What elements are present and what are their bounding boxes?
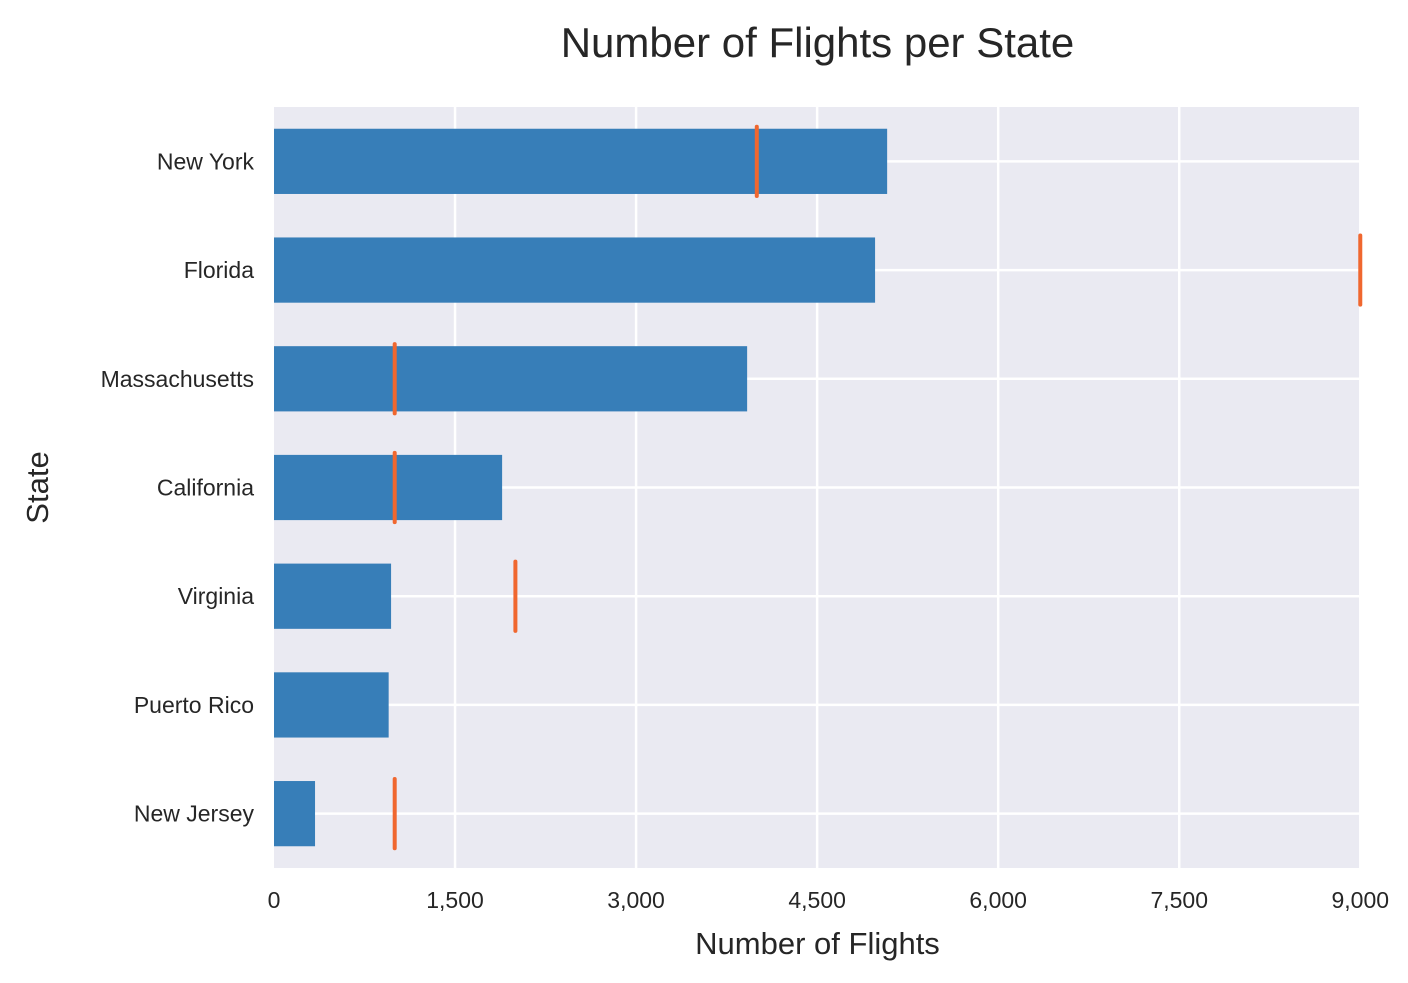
y-tick-label: Massachusetts [101,366,254,392]
target-markers [392,124,1363,851]
x-tick-label: 3,000 [607,887,665,913]
bar [274,454,503,521]
x-axis-label: Number of Flights [695,926,940,961]
x-tick-label: 7,500 [1150,887,1208,913]
x-tick-label: 9,000 [1331,887,1389,913]
chart-title: Number of Flights per State [561,19,1075,66]
y-tick-label: New Jersey [134,801,255,827]
bar [274,672,389,738]
x-tick-label: 4,500 [788,887,846,913]
y-tick-label: Florida [184,257,255,283]
y-tick-label: Puerto Rico [134,692,254,718]
bar [274,128,888,194]
x-tick-label: 1,500 [426,887,484,913]
bars [274,128,888,847]
x-tick-label: 0 [268,887,281,913]
y-tick-label: Virginia [178,583,254,609]
y-axis-label: State [20,451,55,523]
y-tick-label: California [157,475,254,501]
bar [274,346,748,412]
x-tick-label: 6,000 [969,887,1027,913]
bar [274,563,392,629]
y-tick-label: New York [157,148,255,174]
x-tick-labels: 0 1,500 3,000 4,500 6,000 7,500 9,000 [268,887,1389,913]
y-tick-labels: New York Florida Massachusetts California Vi… [101,148,255,826]
bar [274,781,316,847]
bar [274,237,876,303]
